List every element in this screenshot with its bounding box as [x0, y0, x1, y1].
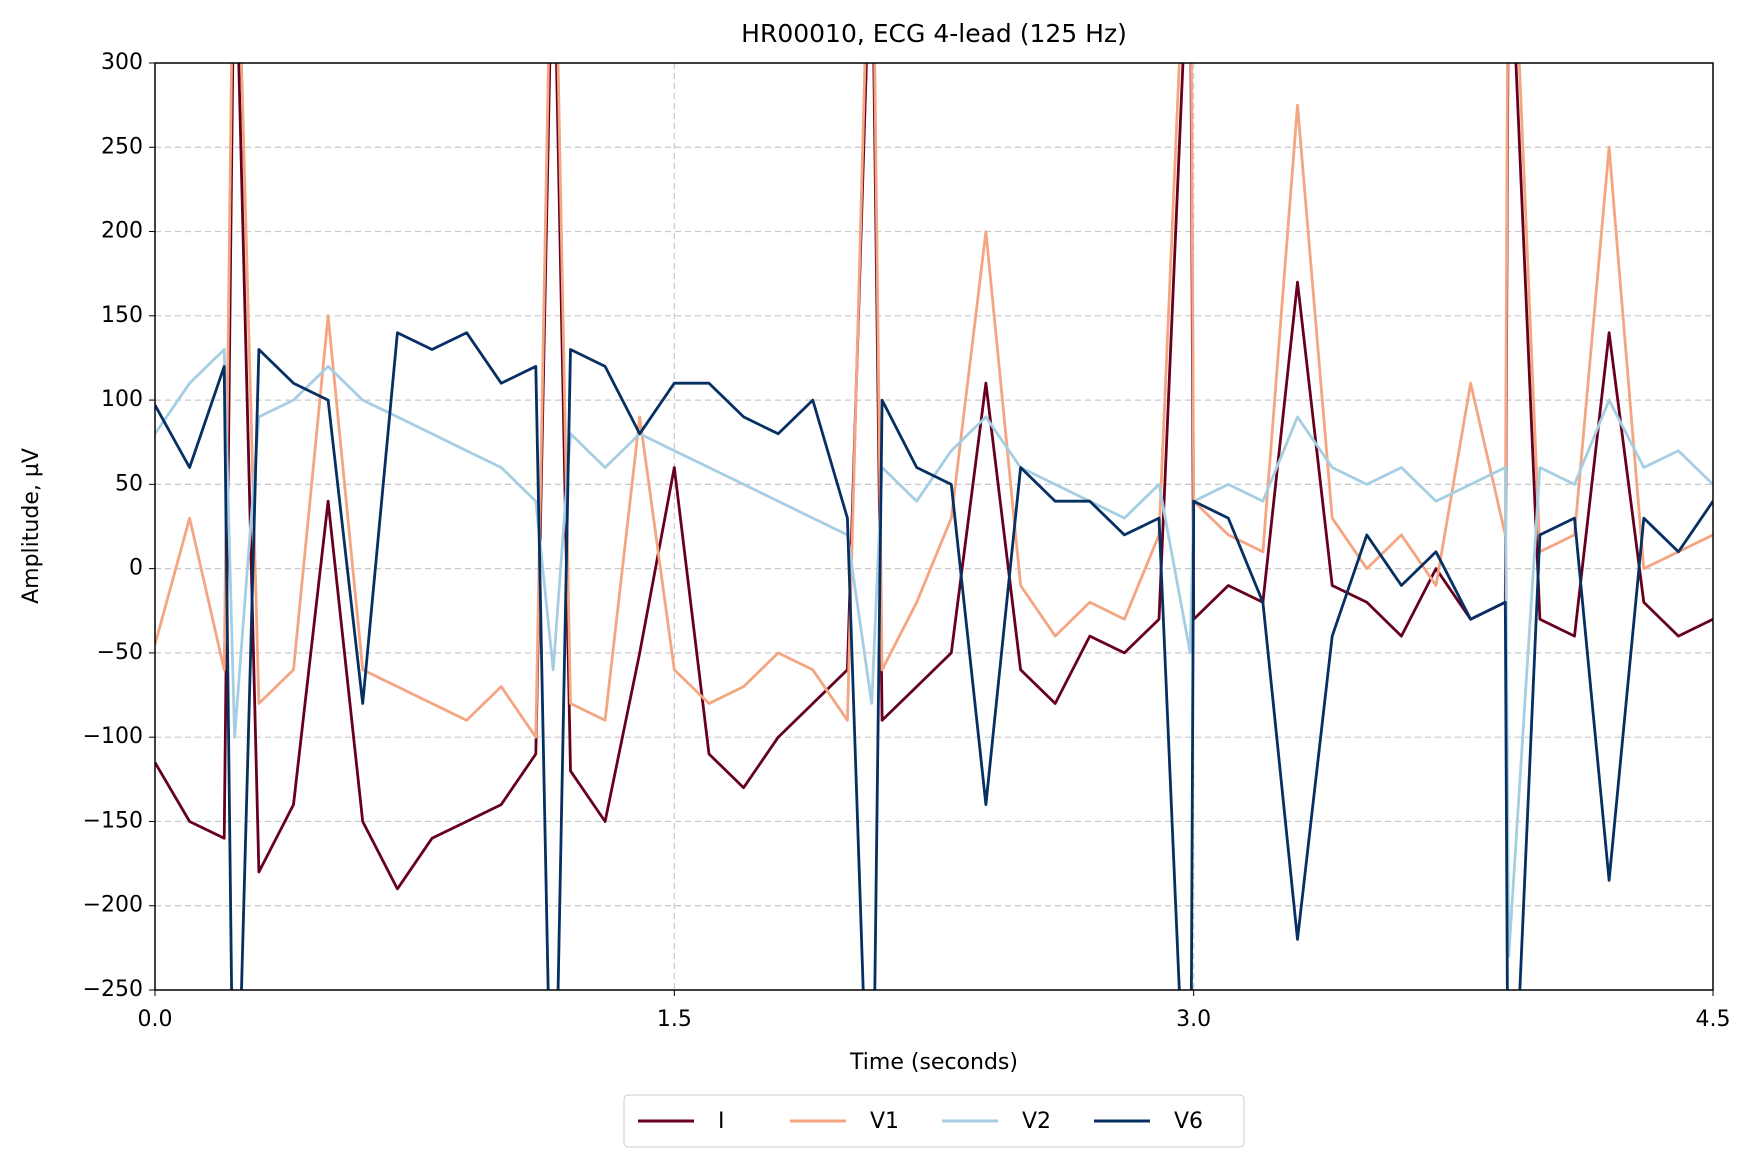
series-line — [155, 63, 1713, 891]
plot-frame — [154, 62, 1714, 991]
series-line — [155, 63, 1713, 739]
x-tick-label: 4.5 — [1696, 1007, 1731, 1032]
y-tick-label: 50 — [115, 471, 143, 496]
legend-box — [623, 1094, 1245, 1148]
x-tick-label: 3.0 — [1176, 1007, 1211, 1032]
x-tick-label: 0.0 — [138, 1007, 173, 1032]
y-tick-label: 150 — [101, 303, 143, 328]
y-tick-label: −100 — [83, 724, 143, 749]
x-axis-label: Time (seconds) — [849, 1050, 1018, 1075]
y-tick-label: 300 — [101, 50, 143, 75]
legend-label: I — [718, 1109, 725, 1134]
y-tick-label: 100 — [101, 387, 143, 412]
legend-label: V1 — [870, 1109, 899, 1134]
y-tick-label: 200 — [101, 219, 143, 244]
plot-area — [155, 63, 1713, 990]
series-line — [155, 348, 1713, 958]
legend-label: V2 — [1022, 1109, 1051, 1134]
x-tick-label: 1.5 — [657, 1007, 692, 1032]
y-tick-label: −200 — [83, 893, 143, 918]
y-axis-label: Amplitude, µV — [19, 448, 44, 604]
chart-title: HR00010, ECG 4-lead (125 Hz) — [741, 19, 1127, 48]
y-tick-label: 0 — [129, 556, 143, 581]
y-tick-label: 250 — [101, 134, 143, 159]
series-line — [155, 331, 1713, 990]
y-tick-label: −250 — [83, 977, 143, 1002]
y-tick-label: −150 — [83, 808, 143, 833]
y-tick-label: −50 — [97, 640, 143, 665]
legend-label: V6 — [1174, 1109, 1203, 1134]
